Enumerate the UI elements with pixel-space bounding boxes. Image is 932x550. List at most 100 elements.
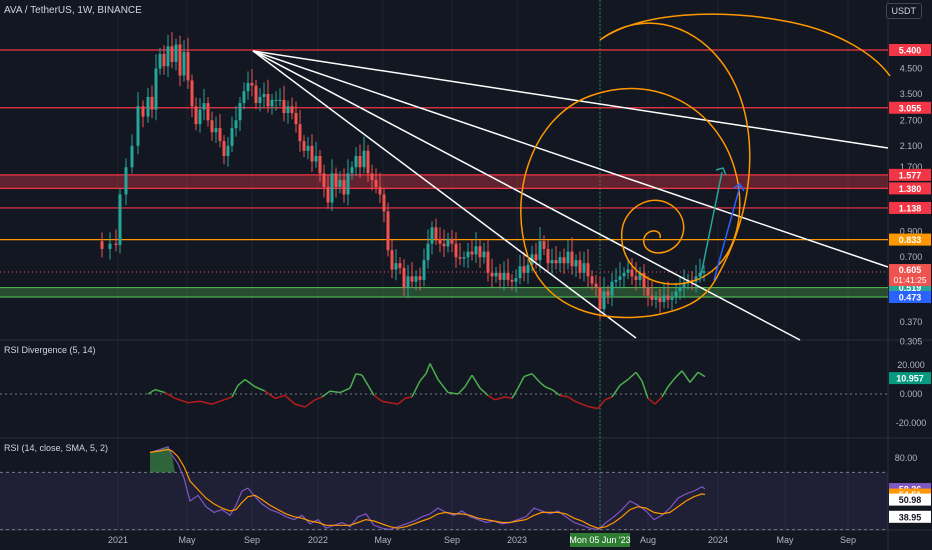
time-tick: Sep	[244, 535, 260, 545]
candle-body	[274, 99, 278, 101]
candle-body	[474, 246, 478, 255]
candle-body	[146, 96, 150, 117]
divergence-segment	[154, 388, 166, 394]
divergence-segment	[199, 400, 213, 405]
candle-body	[634, 276, 638, 280]
time-tick: 2022	[308, 535, 328, 545]
candle-body	[438, 238, 442, 244]
fan-line-0	[252, 50, 637, 339]
price-label-0.519-text: 0.519	[899, 283, 922, 293]
divergence-segment	[487, 394, 496, 401]
candle-body	[182, 51, 186, 76]
candle-body	[390, 250, 394, 270]
divergence-segment	[187, 400, 201, 404]
divergence-segment	[661, 386, 669, 398]
candle-body	[322, 173, 326, 187]
candle-body	[434, 227, 438, 239]
fan-line-3	[252, 50, 889, 149]
time-axis[interactable]: 2021 May Sep 2022 May Sep 2023 Mon 05 Jun '23 Au…	[108, 533, 856, 547]
divergence-segment	[654, 396, 663, 405]
candle-body	[178, 44, 182, 76]
candle-body	[314, 155, 318, 162]
candle-body	[318, 155, 322, 174]
divergence-segment	[321, 390, 331, 398]
candle-body	[618, 276, 622, 280]
candle-body	[638, 272, 642, 280]
candle-body	[174, 44, 178, 62]
candle-body	[662, 295, 666, 303]
divergence-segment	[339, 387, 351, 394]
candle-body	[578, 260, 582, 273]
divergence-segment	[411, 380, 421, 398]
candle-body	[108, 243, 112, 249]
candle-body	[510, 279, 514, 282]
rsi-series-0	[149, 445, 706, 531]
divergence-segment	[264, 390, 276, 399]
rsi-band-upper-label	[889, 493, 931, 506]
candle-body	[362, 150, 366, 168]
divergence-segment	[314, 396, 323, 401]
divergence-segment	[504, 396, 513, 400]
rsi-band-lower-label-text: 38.95	[899, 512, 922, 522]
candle-body	[478, 246, 482, 258]
divergence-segment	[397, 397, 406, 405]
candle-body	[266, 93, 270, 107]
divergence-segment	[689, 371, 699, 383]
divergence-segment	[635, 371, 643, 382]
candle-body	[430, 227, 434, 244]
price-label-5.400-text: 5.400	[899, 46, 922, 56]
price-label-1.577	[889, 168, 931, 181]
divergence-segment	[274, 394, 286, 400]
price-tick: 1.700	[900, 162, 923, 172]
candle-body	[538, 241, 542, 261]
countdown-text: 01:41:25	[893, 275, 926, 285]
candle-body	[566, 251, 570, 264]
candle-body	[124, 167, 128, 195]
candle-body	[454, 243, 458, 258]
candle-body	[526, 264, 530, 273]
divergence-segment	[641, 380, 649, 399]
price-tick: 4.500	[900, 63, 923, 73]
candle-body	[574, 260, 578, 267]
divergence-tick: -20.000	[896, 418, 927, 428]
candle-body	[302, 141, 306, 151]
divergence-segment	[471, 374, 481, 389]
candle-body	[698, 272, 702, 277]
time-tick: May	[178, 535, 196, 545]
price-label-3.055-text: 3.055	[899, 103, 922, 113]
current-price-text: 0.605	[899, 265, 922, 275]
price-tick: 3.500	[900, 89, 923, 99]
fibonacci-spiral	[520, 13, 891, 319]
crosshair-date-text: Mon 05 Jun '23	[569, 535, 630, 545]
price-axis[interactable]: 4.500 3.500 2.700 2.100 1.700 0.900 0.700 0.370…	[889, 44, 931, 523]
candle-body	[282, 99, 286, 114]
time-tick: May	[374, 535, 392, 545]
candle-body	[582, 263, 586, 273]
candle-body	[170, 46, 174, 62]
arrow-head-icon	[733, 182, 745, 192]
candle-body	[202, 103, 206, 110]
rsi-tick: 80.00	[895, 453, 918, 463]
candle-body	[222, 141, 226, 156]
candle-body	[446, 238, 450, 247]
price-label-1.138-text: 1.138	[899, 203, 922, 213]
candle-body	[702, 271, 706, 273]
candle-body	[218, 128, 222, 142]
candle-body	[136, 106, 140, 146]
divergence-segment	[429, 363, 439, 380]
divergence-segment	[329, 390, 341, 394]
candle-body	[206, 103, 210, 121]
candle-body	[141, 106, 145, 117]
chart-title: AVA / TetherUS, 1W, BINANCE	[4, 5, 142, 16]
candle-body	[210, 120, 214, 133]
price-label-1.138	[889, 201, 931, 214]
currency-button[interactable]: USDT	[885, 3, 922, 19]
candle-body	[114, 243, 118, 245]
divergence-segment	[611, 384, 621, 398]
candle-body	[118, 194, 122, 245]
candle-body	[674, 291, 678, 298]
rsi-band-lower-label	[889, 510, 931, 523]
candle-body	[458, 257, 462, 259]
candle-body	[482, 251, 486, 258]
